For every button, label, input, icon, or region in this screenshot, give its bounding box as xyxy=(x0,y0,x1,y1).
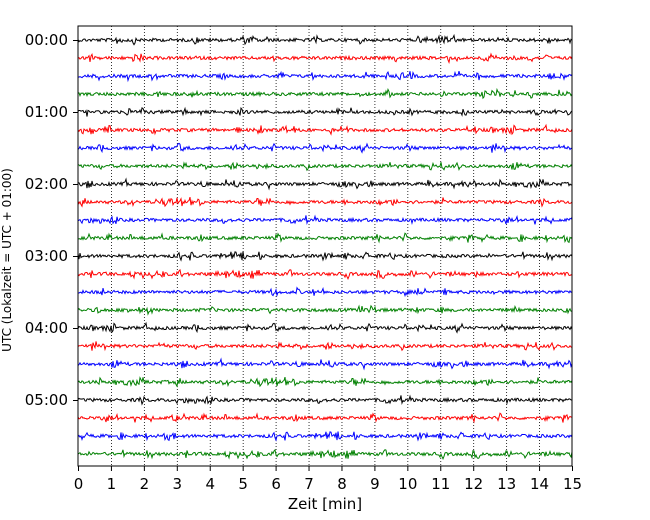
x-tick-label: 0 xyxy=(74,475,84,493)
trace-row-0515 xyxy=(77,412,573,424)
trace-row-0215 xyxy=(77,196,573,208)
trace-row-0100 xyxy=(77,106,573,117)
x-tick-label: 6 xyxy=(271,475,281,493)
plot-frame xyxy=(77,25,573,467)
x-tick-label: 14 xyxy=(530,475,549,493)
trace-row-0115 xyxy=(77,123,573,136)
y-tick-label: 04:00 xyxy=(25,319,68,337)
x-tick-label: 10 xyxy=(398,475,417,493)
y-axis-ticks: 00:00 01:00 02:00 03:00 04:00 05:00 xyxy=(25,31,78,409)
x-tick-label: 1 xyxy=(107,475,117,493)
x-gridlines xyxy=(111,26,540,466)
trace-row-0315 xyxy=(77,268,573,281)
trace-row-0430 xyxy=(77,357,573,371)
trace-row-0545 xyxy=(77,448,573,461)
trace-row-0145 xyxy=(77,161,573,172)
x-tick-label: 9 xyxy=(370,475,380,493)
trace-row-0230 xyxy=(77,214,573,226)
trace-row-0045 xyxy=(78,87,573,100)
y-tick-label: 03:00 xyxy=(25,247,68,265)
seismic-traces xyxy=(77,33,573,461)
trace-row-0400 xyxy=(77,321,573,334)
trace-row-0500 xyxy=(77,394,573,406)
y-axis-label: UTC (Lokalzeit = UTC + 01:00) xyxy=(0,168,14,352)
trace-row-0130 xyxy=(77,142,573,154)
trace-row-0015 xyxy=(77,52,573,64)
y-tick-label: 05:00 xyxy=(25,391,68,409)
trace-row-0415 xyxy=(77,341,573,352)
x-tick-label: 4 xyxy=(205,475,215,493)
trace-row-0445 xyxy=(77,376,573,388)
x-tick-label: 11 xyxy=(431,475,450,493)
y-tick-label: 01:00 xyxy=(25,103,68,121)
x-tick-label: 8 xyxy=(337,475,347,493)
trace-row-0330 xyxy=(78,286,573,298)
trace-row-0200 xyxy=(77,177,573,191)
trace-row-0030 xyxy=(77,70,573,83)
trace-row-0245 xyxy=(77,232,573,244)
y-tick-label: 02:00 xyxy=(25,175,68,193)
x-tick-label: 13 xyxy=(497,475,516,493)
x-tick-label: 15 xyxy=(563,475,582,493)
trace-row-0300 xyxy=(77,251,573,262)
trace-row-0345 xyxy=(77,304,573,316)
x-axis-ticks: 0 1 2 3 4 5 6 7 8 9 10 11 12 13 14 15 xyxy=(74,466,582,493)
x-tick-label: 3 xyxy=(173,475,183,493)
x-tick-label: 5 xyxy=(238,475,248,493)
x-tick-label: 2 xyxy=(140,475,150,493)
x-tick-label: 12 xyxy=(464,475,483,493)
trace-row-0530 xyxy=(77,431,573,442)
x-tick-label: 7 xyxy=(304,475,314,493)
y-tick-label: 00:00 xyxy=(25,31,68,49)
x-axis-label: Zeit [min] xyxy=(288,495,362,513)
trace-row-0000 xyxy=(77,33,573,46)
